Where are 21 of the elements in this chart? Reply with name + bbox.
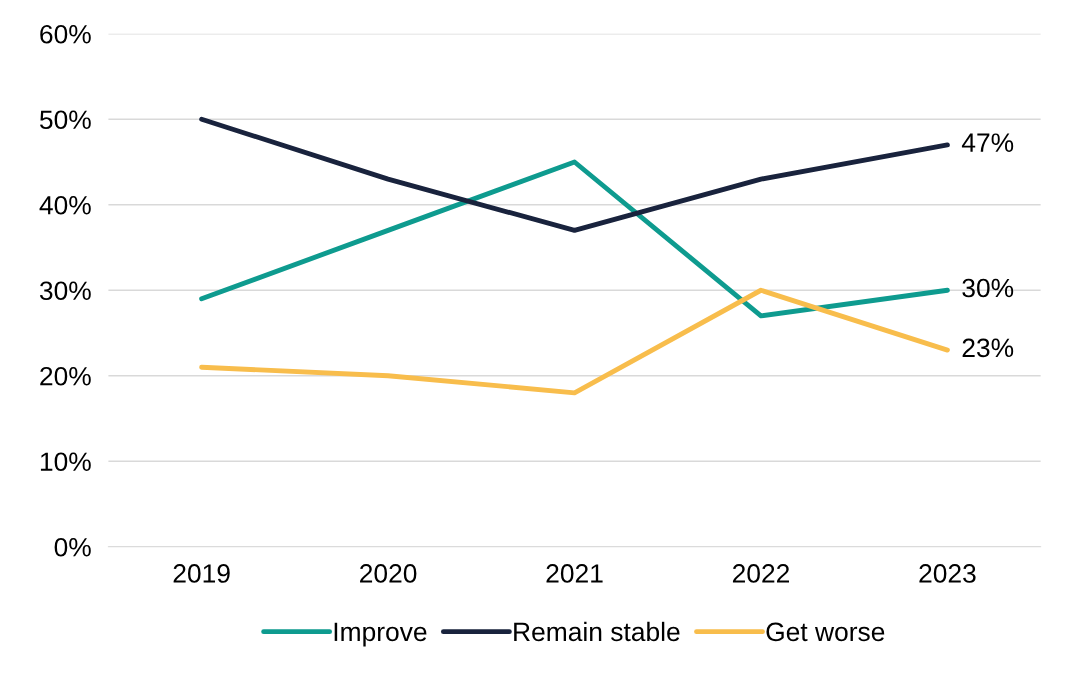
- legend-label: Remain stable: [514, 621, 680, 642]
- line-series: [199, 287, 950, 396]
- y-tick-label: 10%: [40, 452, 91, 472]
- y-tick-label: 50%: [39, 110, 91, 130]
- data-label: 47%: [961, 133, 1014, 152]
- y-tick-label: 30%: [39, 281, 91, 301]
- y-tick-label: 20%: [40, 366, 91, 386]
- x-tick-label: 2021: [546, 564, 603, 583]
- y-tick-label: 0%: [54, 537, 91, 557]
- legend-label: Get worse: [766, 622, 885, 642]
- y-tick-label: 40%: [39, 195, 91, 215]
- x-tick-label: 2019: [173, 564, 230, 583]
- line-series: [199, 116, 950, 233]
- x-tick-label: 2020: [360, 564, 417, 583]
- x-tick-label: 2023: [919, 564, 976, 583]
- y-tick-label: 60%: [40, 24, 91, 44]
- line-series: [199, 159, 950, 319]
- data-label: 30%: [962, 278, 1014, 298]
- data-label: 23%: [962, 338, 1014, 358]
- legend-label: Improve: [334, 622, 427, 647]
- x-tick-label: 2022: [732, 564, 789, 583]
